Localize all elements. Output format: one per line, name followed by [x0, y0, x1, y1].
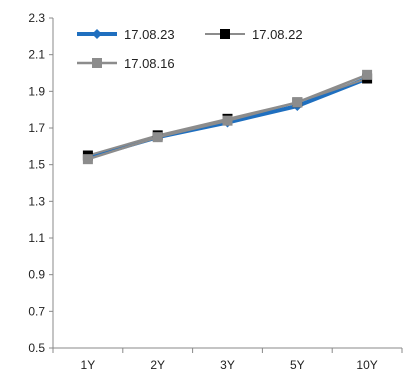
y-tick-label: 1.7	[28, 121, 45, 135]
legend-marker	[92, 58, 102, 68]
data-point	[292, 97, 303, 108]
legend-label: 17.08.22	[252, 27, 303, 42]
x-tick-label: 1Y	[81, 358, 96, 372]
legend-item: 17.08.22	[205, 27, 303, 42]
chart-legend: 17.08.23 17.08.22 17.08.16	[77, 27, 303, 71]
y-tick-label: 0.9	[28, 268, 45, 282]
x-tick-label: 10Y	[356, 358, 377, 372]
y-tick-label: 0.7	[28, 304, 45, 318]
legend-marker	[220, 29, 230, 39]
y-tick-label: 2.1	[28, 48, 45, 62]
y-tick-label: 1.1	[28, 231, 45, 245]
legend-label: 17.08.16	[124, 56, 175, 71]
y-tick-label: 2.3	[28, 11, 45, 25]
y-tick-label: 0.5	[28, 341, 45, 355]
data-point	[152, 132, 163, 143]
y-tick-label: 1.9	[28, 84, 45, 98]
series-2	[82, 69, 373, 165]
chart-axes: 0.5 0.7 0.9 1.1 1.3 1.5 1.7 1.9 2.1 2.3 1Y 2Y 3Y 5Y 10…	[28, 11, 403, 372]
data-point	[222, 115, 233, 126]
chart-series	[82, 69, 373, 165]
legend-item: 17.08.23	[77, 27, 175, 42]
data-point	[362, 69, 373, 80]
x-tick-label: 3Y	[220, 358, 235, 372]
y-tick-label: 1.5	[28, 158, 45, 172]
y-tick-label: 1.3	[28, 194, 45, 208]
x-tick-label: 2Y	[150, 358, 165, 372]
legend-label: 17.08.23	[124, 27, 175, 42]
legend-marker	[92, 29, 102, 39]
legend-item: 17.08.16	[77, 56, 175, 71]
data-point	[82, 154, 93, 165]
x-tick-label: 5Y	[290, 358, 305, 372]
